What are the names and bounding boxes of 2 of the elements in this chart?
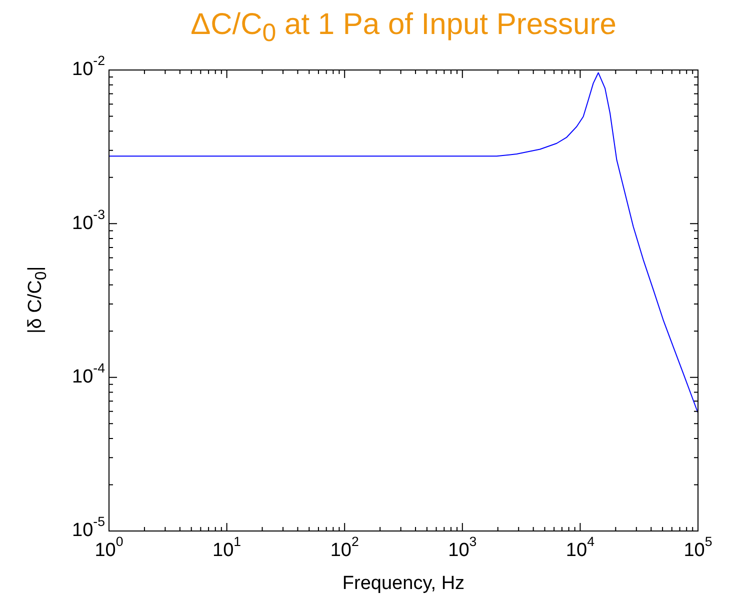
x-axis-title: Frequency, Hz [341, 573, 466, 595]
chart-title: ΔC/C$_{0}$ at 1 Pa of Input Pressure [190, 8, 618, 48]
